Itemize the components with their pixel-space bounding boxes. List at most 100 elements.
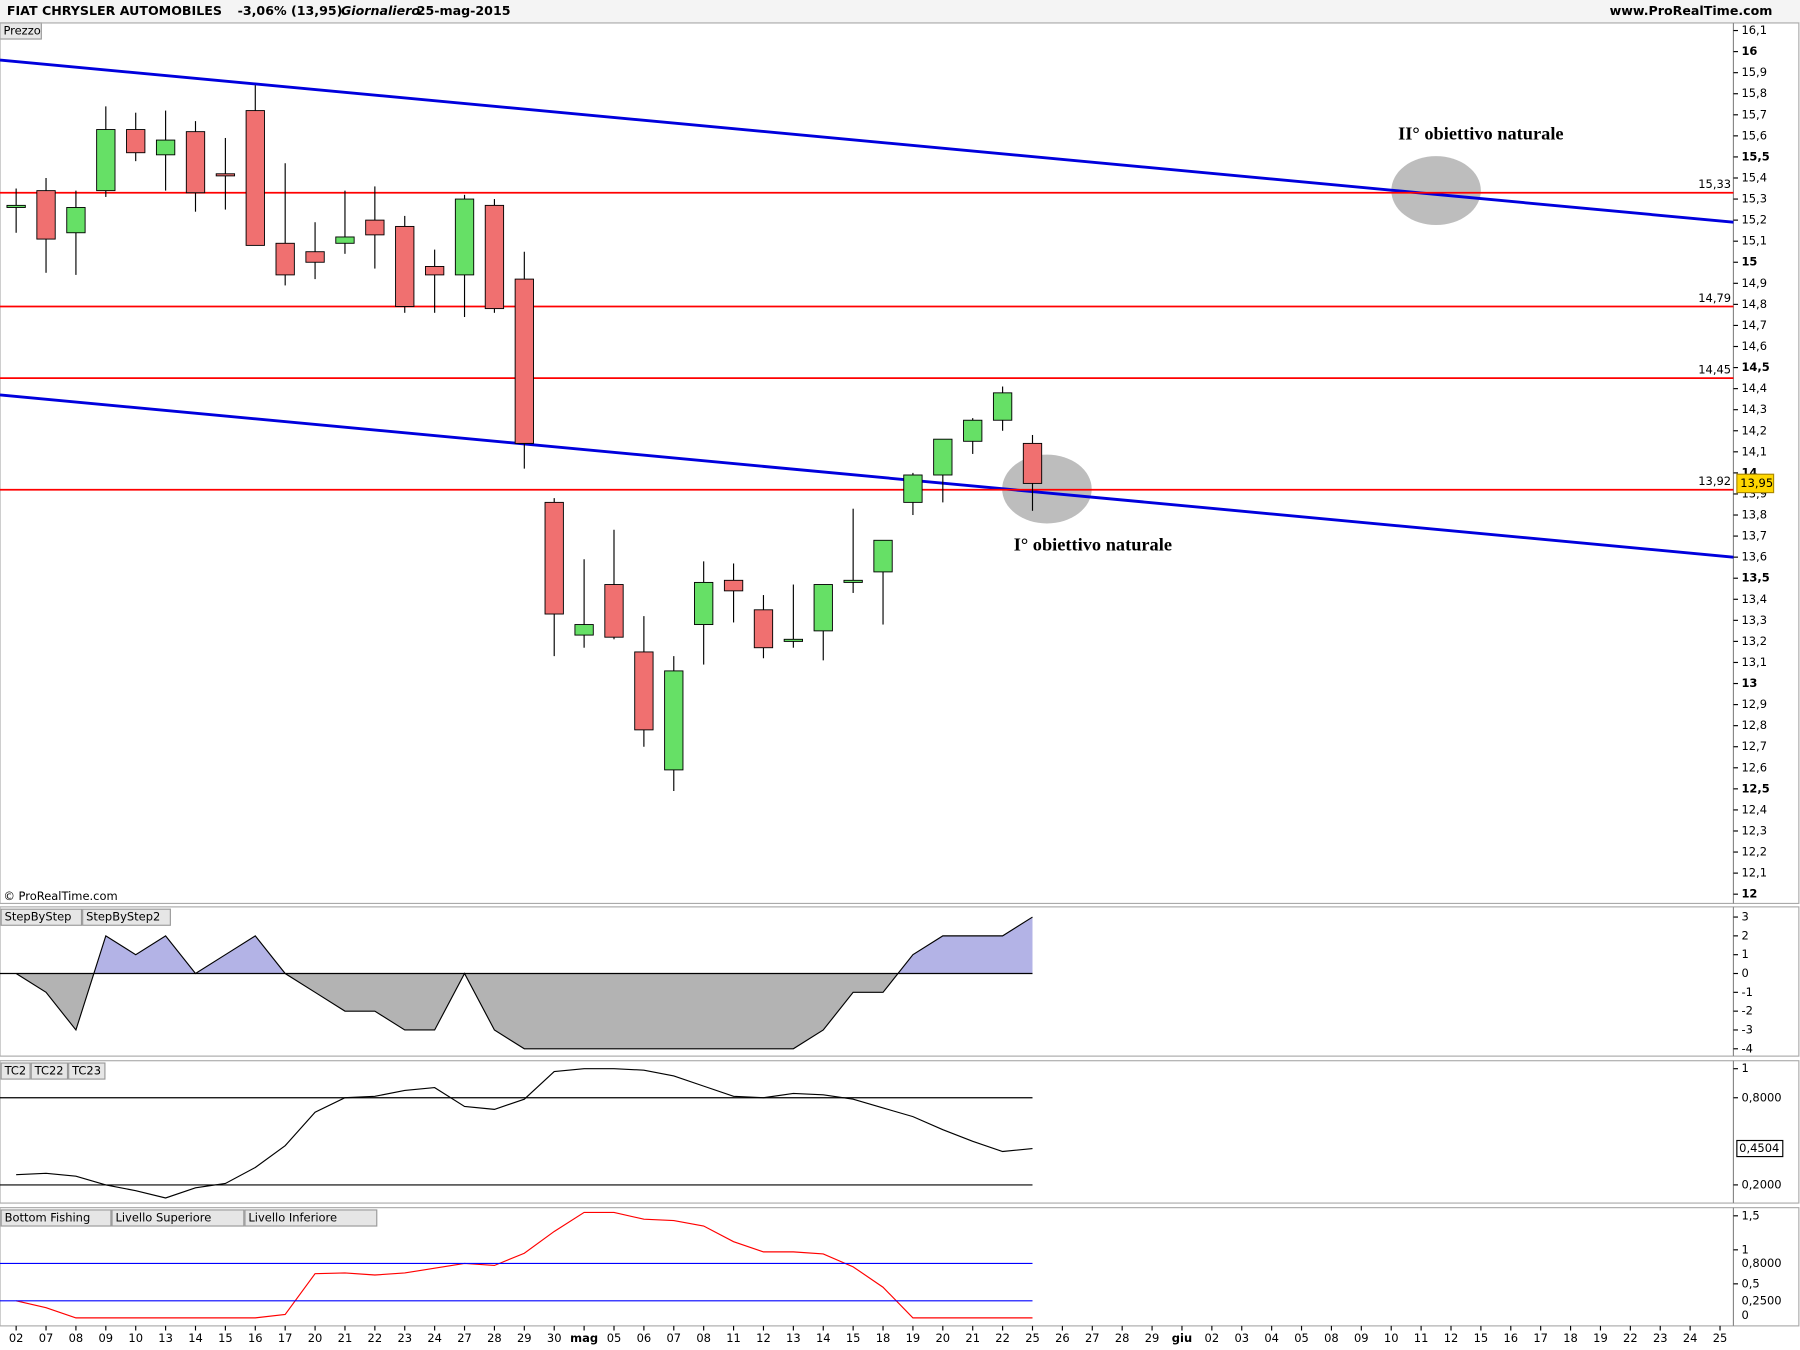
legend-box: [68, 1062, 106, 1080]
x-tick-label: 08: [1324, 1331, 1339, 1345]
candle-body: [664, 670, 684, 771]
y-tick-label: 12,7: [1741, 739, 1767, 753]
x-tick-label: 13: [158, 1331, 173, 1345]
indicator-line: [16, 1068, 1033, 1199]
level-value-label: 0,8000: [1741, 1256, 1781, 1270]
y-tick-label: 14,8: [1741, 297, 1767, 311]
legend-label: Livello Inferiore: [248, 1210, 337, 1224]
x-tick-label: 07: [39, 1331, 54, 1345]
y-tick-label: 13,3: [1741, 613, 1767, 627]
x-tick-label: 25: [1025, 1331, 1040, 1345]
y-tick-label: -3: [1741, 1022, 1752, 1036]
last-value-label: 0,4504: [1739, 1141, 1779, 1155]
candle-body: [6, 204, 26, 208]
y-tick-label: 1: [1741, 1061, 1748, 1075]
candle-body: [185, 131, 206, 194]
y-tick-label: 15,6: [1741, 128, 1767, 142]
y-tick-label: 15: [1741, 255, 1757, 269]
x-tick-label: 27: [457, 1331, 472, 1345]
copyright: © ProRealTime.com: [3, 889, 117, 903]
y-tick-label: 0,5: [1741, 1276, 1759, 1290]
x-tick-label: mag: [570, 1331, 598, 1345]
x-tick-label: 15: [1474, 1331, 1489, 1345]
candle-body: [694, 581, 714, 626]
candle-body: [66, 207, 86, 234]
y-tick-label: 13,7: [1741, 529, 1767, 543]
x-tick-label: 11: [1414, 1331, 1429, 1345]
legend-box: [244, 1209, 378, 1227]
y-tick-label: 14,4: [1741, 381, 1767, 395]
legend-box: [0, 1209, 112, 1227]
y-tick-label: 15,4: [1741, 170, 1767, 184]
y-tick-label: 12,9: [1741, 697, 1767, 711]
legend-label: TC23: [71, 1064, 101, 1078]
y-tick-label: 13: [1741, 676, 1757, 690]
candle-body: [36, 190, 56, 240]
x-tick-label: 04: [1264, 1331, 1279, 1345]
level-label: 15,33: [1698, 177, 1731, 191]
last-value-label: 13,95: [1740, 476, 1773, 490]
candle-body: [753, 609, 774, 649]
y-tick-label: 15,8: [1741, 86, 1767, 100]
x-tick-label: 15: [218, 1331, 233, 1345]
y-tick-label: 14,9: [1741, 276, 1767, 290]
y-tick-label: 12,1: [1741, 866, 1767, 880]
candle-body: [155, 139, 176, 156]
area-positive: [93, 917, 1033, 974]
x-tick-label: 19: [906, 1331, 921, 1345]
annotation: II° obiettivo naturale: [1398, 124, 1563, 144]
x-tick-label: 14: [816, 1331, 831, 1345]
last-value-box: [1736, 473, 1775, 494]
last-value-label: 0: [1741, 1308, 1748, 1322]
x-tick-label: 07: [666, 1331, 681, 1345]
x-tick-label: 09: [1354, 1331, 1369, 1345]
y-tick-label: 15,2: [1741, 213, 1767, 227]
x-tick-label: 02: [9, 1331, 24, 1345]
x-tick-label: 05: [607, 1331, 622, 1345]
x-tick-label: 11: [726, 1331, 741, 1345]
legend-label: StepByStep2: [86, 910, 160, 924]
panel-frame: [0, 22, 1800, 905]
y-tick-label: 14,2: [1741, 423, 1767, 437]
date: 25-mag-2015: [417, 3, 511, 18]
level-label: 13,92: [1698, 474, 1731, 488]
x-tick-label: 16: [1503, 1331, 1518, 1345]
x-tick-label: 26: [1055, 1331, 1070, 1345]
source: www.ProRealTime.com: [1610, 3, 1773, 18]
candle-body: [335, 236, 355, 244]
candle-body: [245, 110, 265, 246]
y-tick-label: 14,5: [1741, 360, 1769, 374]
x-tick-label: 03: [1234, 1331, 1249, 1345]
x-tick-label: 21: [338, 1331, 353, 1345]
x-tick-label: 20: [936, 1331, 951, 1345]
legend-box: [0, 1062, 31, 1080]
area-negative: [16, 973, 1033, 1049]
legend-box: [82, 908, 171, 926]
y-tick-label: 13,5: [1741, 571, 1769, 585]
legend-label: StepByStep: [5, 910, 72, 924]
candle-body: [903, 474, 923, 503]
y-tick-label: 12,2: [1741, 845, 1767, 859]
y-tick-label: 15,5: [1741, 149, 1769, 163]
x-tick-label: 13: [786, 1331, 801, 1345]
y-tick-label: 12,3: [1741, 823, 1767, 837]
x-tick-label: 08: [696, 1331, 711, 1345]
y-tick-label: 12: [1741, 887, 1757, 901]
y-tick-label: -4: [1741, 1041, 1752, 1055]
header-bar: [0, 0, 1800, 23]
x-tick-label: 16: [248, 1331, 263, 1345]
x-tick-label: 23: [397, 1331, 412, 1345]
y-tick-label: 1: [1741, 947, 1748, 961]
x-tick-label: 05: [1294, 1331, 1309, 1345]
x-tick-label: 28: [487, 1331, 502, 1345]
y-tick-label: 16: [1741, 44, 1757, 58]
candle-body: [1022, 442, 1043, 484]
candle-body: [484, 204, 505, 310]
level-value-label: 0,2500: [1741, 1293, 1781, 1307]
y-tick-label: 3: [1741, 910, 1748, 924]
panel-frame: [0, 906, 1800, 1057]
level-label: 14,79: [1698, 291, 1731, 305]
candle-body: [305, 251, 325, 263]
